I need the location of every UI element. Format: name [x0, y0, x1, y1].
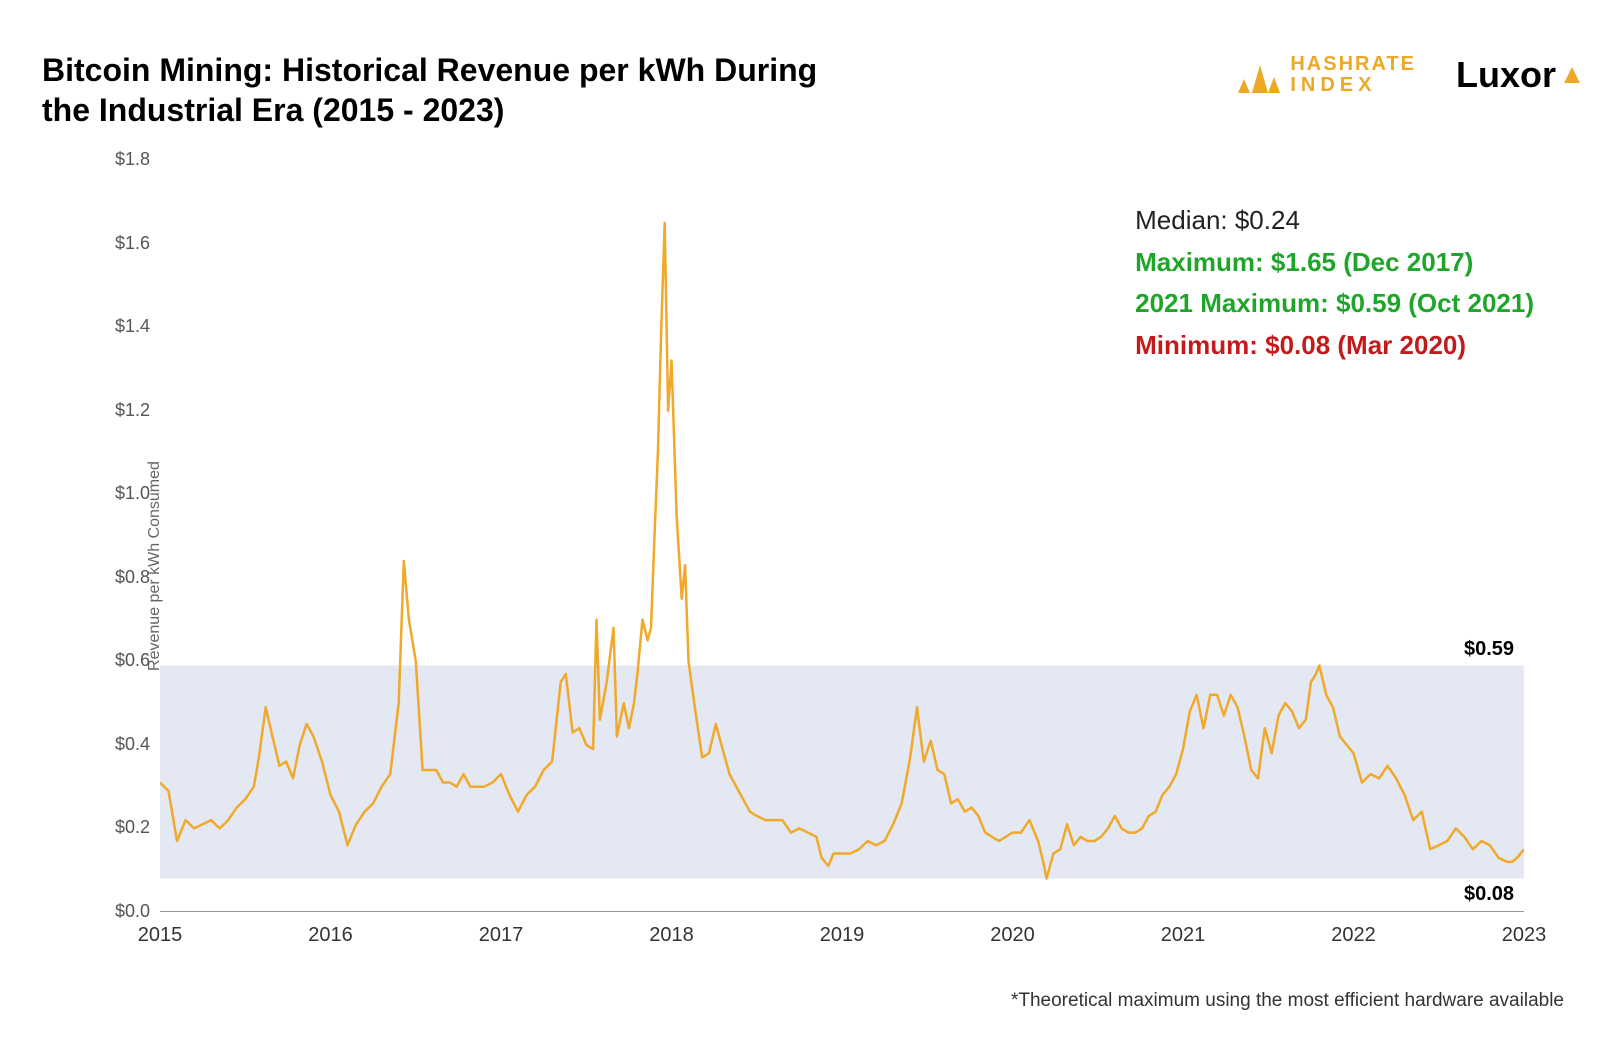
stat-minimum: Minimum: $0.08 (Mar 2020): [1135, 325, 1534, 367]
x-tick-label: 2016: [308, 924, 353, 947]
hashrate-index-logo: HASHRATE INDEX: [1238, 54, 1416, 96]
x-tick-label: 2020: [990, 924, 1035, 947]
stats-box: Median: $0.24 Maximum: $1.65 (Dec 2017) …: [1135, 200, 1534, 366]
x-tick-label: 2019: [820, 924, 865, 947]
x-tick-label: 2015: [138, 924, 183, 947]
hashrate-text-2: INDEX: [1290, 75, 1416, 96]
reference-band: [160, 666, 1524, 879]
luxor-logo: Luxor: [1456, 54, 1582, 96]
band-label-high: $0.59: [1464, 638, 1514, 661]
stat-median: Median: $0.24: [1135, 200, 1534, 242]
x-tick-label: 2021: [1161, 924, 1206, 947]
stat-maximum: Maximum: $1.65 (Dec 2017): [1135, 242, 1534, 284]
x-tick-label: 2018: [649, 924, 694, 947]
y-tick-label: $0.6: [115, 650, 150, 671]
x-tick-label: 2023: [1502, 924, 1547, 947]
y-tick-label: $0.8: [115, 567, 150, 588]
y-tick-label: $1.6: [115, 233, 150, 254]
y-tick-label: $0.4: [115, 734, 150, 755]
y-tick-label: $1.2: [115, 400, 150, 421]
chart-footnote: *Theoretical maximum using the most effi…: [1011, 990, 1564, 1012]
y-tick-label: $1.4: [115, 316, 150, 337]
hashrate-index-icon: [1238, 57, 1280, 93]
hashrate-text-1: HASHRATE: [1290, 54, 1416, 75]
stat-max-2021: 2021 Maximum: $0.59 (Oct 2021): [1135, 283, 1534, 325]
luxor-icon: [1562, 65, 1582, 85]
chart-title: Bitcoin Mining: Historical Revenue per k…: [42, 50, 862, 130]
band-label-low: $0.08: [1464, 883, 1514, 906]
y-tick-label: $1.0: [115, 483, 150, 504]
luxor-text: Luxor: [1456, 54, 1556, 96]
y-tick-label: $1.8: [115, 149, 150, 170]
y-tick-label: $0.0: [115, 901, 150, 922]
y-tick-label: $0.2: [115, 817, 150, 838]
x-tick-label: 2022: [1331, 924, 1376, 947]
logo-area: HASHRATE INDEX Luxor: [1238, 54, 1582, 96]
x-tick-label: 2017: [479, 924, 524, 947]
